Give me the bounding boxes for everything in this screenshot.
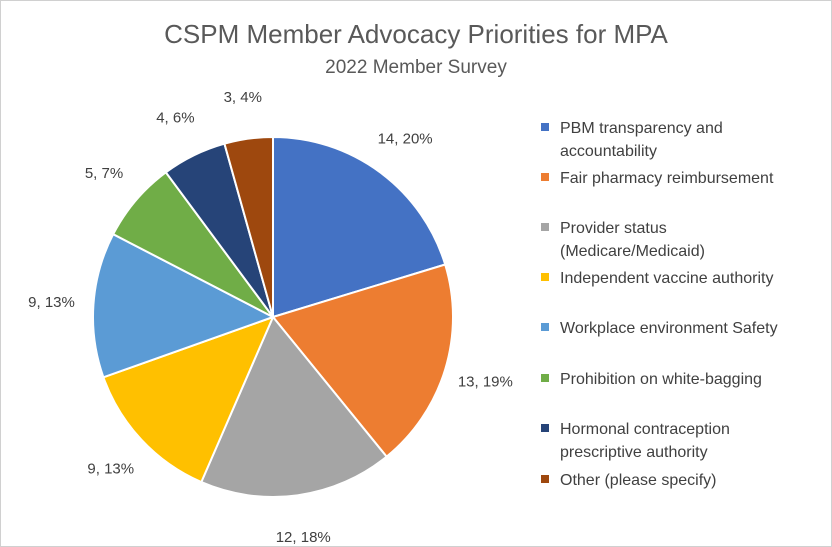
pie-slice-fair-pharmacy-reimbursement [271, 263, 454, 459]
legend-swatch [541, 323, 549, 331]
data-label-prohibition-on-white-bagging: 5, 7% [85, 165, 123, 182]
legend-swatch [541, 173, 549, 181]
legend-label: Fair pharmacy reimbursement [560, 170, 774, 187]
legend-swatch [541, 475, 549, 483]
legend-label: Independent vaccine authority [560, 270, 774, 287]
data-label-fair-pharmacy-reimbursement: 13, 19% [458, 374, 513, 391]
legend-swatch [541, 273, 549, 281]
legend-swatch [541, 424, 549, 432]
data-label-pbm-transparency-and-accountability: 14, 20% [378, 131, 433, 148]
legend-swatch [541, 223, 549, 231]
pie-slice-other-please-specify [223, 135, 274, 318]
legend-label: Other (please specify) [560, 472, 717, 489]
data-label-hormonal-contraception-prescriptive-authority: 4, 6% [156, 110, 194, 127]
data-label-provider-status-medicare-medicaid: 12, 18% [276, 529, 331, 546]
legend-label: Prohibition on white-bagging [560, 371, 762, 388]
chart-subtitle: 2022 Member Survey [325, 57, 507, 78]
legend-label: Provider status (Medicare/Medicaid) [560, 220, 705, 260]
data-label-independent-vaccine-authority: 9, 13% [87, 461, 134, 478]
legend-swatch [541, 374, 549, 382]
legend-label: Hormonal contraception prescriptive auth… [560, 421, 730, 461]
pie-slice-workplace-environment-safety [92, 232, 276, 379]
pie-slice-provider-status-medicare-medicaid [199, 315, 389, 498]
chart-title: CSPM Member Advocacy Priorities for MPA [164, 19, 668, 49]
pie-slice-independent-vaccine-authority [102, 315, 275, 484]
pie-slice-pbm-transparency-and-accountability [272, 135, 447, 319]
data-label-other-please-specify: 3, 4% [224, 89, 262, 106]
legend-label: Workplace environment Safety [560, 320, 778, 337]
legend-swatch [541, 123, 549, 131]
legend-label: PBM transparency and accountability [560, 120, 723, 160]
data-label-workplace-environment-safety: 9, 13% [28, 294, 75, 311]
